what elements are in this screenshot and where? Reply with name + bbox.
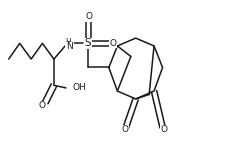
Text: O: O — [38, 101, 45, 110]
Text: N: N — [66, 42, 73, 51]
Text: O: O — [85, 12, 92, 21]
Text: O: O — [121, 125, 128, 134]
Text: OH: OH — [72, 83, 86, 92]
Text: S: S — [85, 38, 91, 48]
Text: O: O — [160, 125, 167, 134]
Text: H: H — [66, 37, 71, 47]
Text: O: O — [110, 39, 117, 48]
